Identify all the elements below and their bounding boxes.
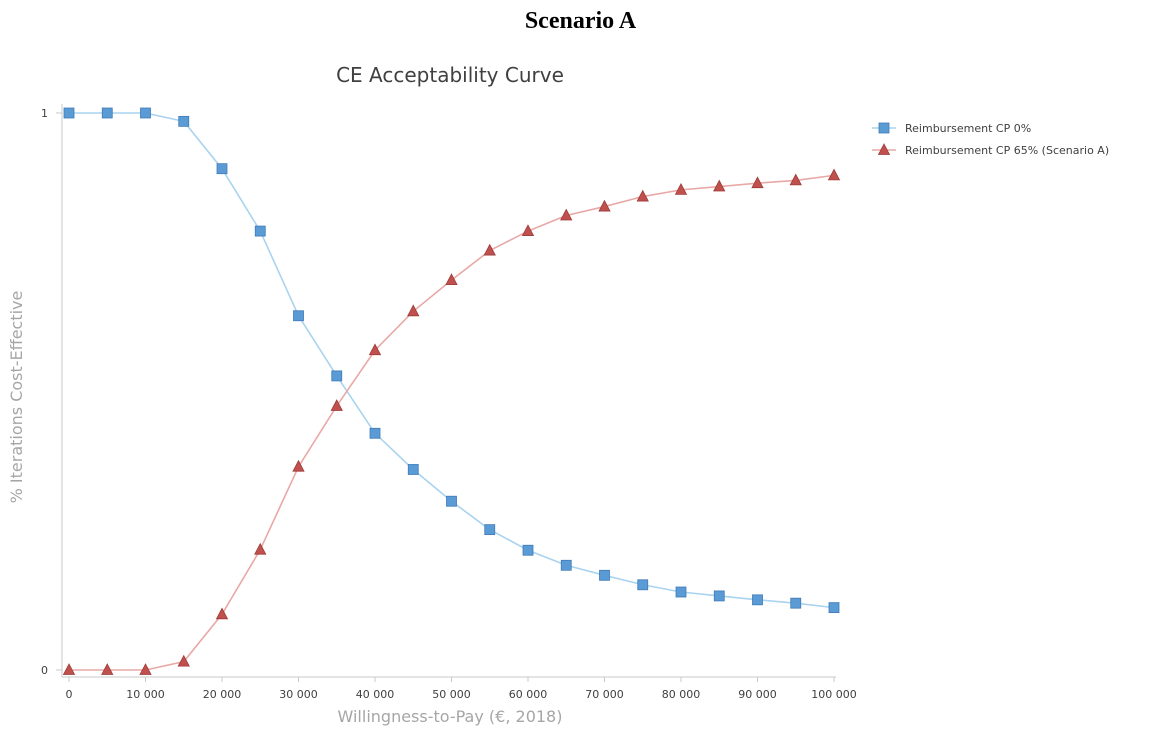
series-layer [62, 107, 841, 675]
x-tick-label: 20 000 [203, 688, 242, 701]
data-point [368, 343, 382, 356]
x-tick-label: 10 000 [126, 688, 165, 701]
data-point [215, 607, 229, 620]
data-point [140, 107, 151, 119]
data-point [446, 495, 457, 507]
y-axis-title: % Iterations Cost-Effective [7, 291, 26, 504]
data-point [407, 464, 419, 475]
data-point [254, 542, 267, 555]
data-point [828, 602, 840, 614]
data-point [292, 459, 305, 472]
legend-marker [878, 122, 890, 134]
data-point [62, 663, 76, 675]
legend-marker [877, 143, 891, 155]
x-tick-label: 90 000 [738, 688, 777, 701]
page-heading: Scenario A [524, 8, 637, 34]
x-tick-label: 30 000 [279, 688, 318, 701]
x-tick-label: 50 000 [432, 688, 471, 701]
data-point [331, 370, 343, 382]
data-point [177, 654, 190, 667]
data-point [330, 399, 343, 411]
data-point [713, 179, 726, 192]
x-axis-ticks: 0 10 000 20 000 30 000 40 000 50 000 60 000 70 … [66, 677, 857, 701]
data-point [483, 243, 496, 256]
x-tick-label: 40 000 [356, 688, 395, 701]
legend-item: Reimbursement CP 0% [872, 122, 1031, 135]
data-point [599, 569, 610, 581]
data-point [790, 597, 802, 609]
data-point [789, 173, 802, 186]
data-point [101, 663, 114, 675]
data-point [675, 586, 687, 598]
data-point [216, 163, 228, 175]
data-point [484, 524, 496, 536]
legend: Reimbursement CP 0% Reimbursement CP 65% … [872, 122, 1109, 157]
x-tick-label: 60 000 [509, 688, 548, 701]
data-point [254, 225, 266, 237]
series-1 [63, 107, 840, 614]
x-tick-label: 0 [66, 688, 73, 701]
x-tick-label: 70 000 [585, 688, 624, 701]
data-point [637, 579, 649, 591]
data-point [63, 107, 75, 119]
data-point [713, 590, 725, 602]
y-tick-label: 1 [41, 107, 48, 120]
data-point [522, 544, 534, 556]
chart-title: CE Acceptability Curve [336, 63, 564, 87]
legend-item: Reimbursement CP 65% (Scenario A) [872, 143, 1109, 157]
data-point [101, 107, 113, 119]
y-tick-label: 0 [41, 664, 48, 677]
data-point [827, 168, 841, 181]
data-point [369, 427, 381, 439]
data-point [560, 208, 573, 221]
legend-label: Reimbursement CP 0% [905, 122, 1031, 135]
x-tick-label: 80 000 [662, 688, 701, 701]
data-point [674, 183, 688, 195]
data-point [751, 176, 764, 189]
data-point [178, 115, 190, 127]
data-point [139, 663, 152, 675]
y-axis-ticks: 01 [41, 107, 62, 677]
legend-label: Reimbursement CP 65% (Scenario A) [905, 144, 1109, 157]
data-point [445, 273, 458, 286]
x-axis-title: Willingness-to-Pay (€, 2018) [338, 707, 563, 726]
data-point [407, 304, 420, 317]
series-2 [62, 168, 841, 675]
data-point [293, 310, 304, 322]
data-point [521, 224, 535, 236]
x-tick-label: 100 000 [811, 688, 857, 701]
data-point [636, 189, 649, 202]
data-point [560, 559, 572, 571]
data-point [752, 594, 763, 606]
data-point [598, 199, 611, 212]
